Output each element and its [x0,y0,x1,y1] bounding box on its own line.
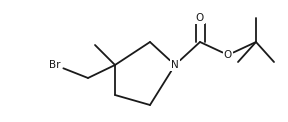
Text: Br: Br [49,60,61,70]
Text: O: O [224,50,232,60]
Text: O: O [196,13,204,23]
Text: N: N [171,60,179,70]
